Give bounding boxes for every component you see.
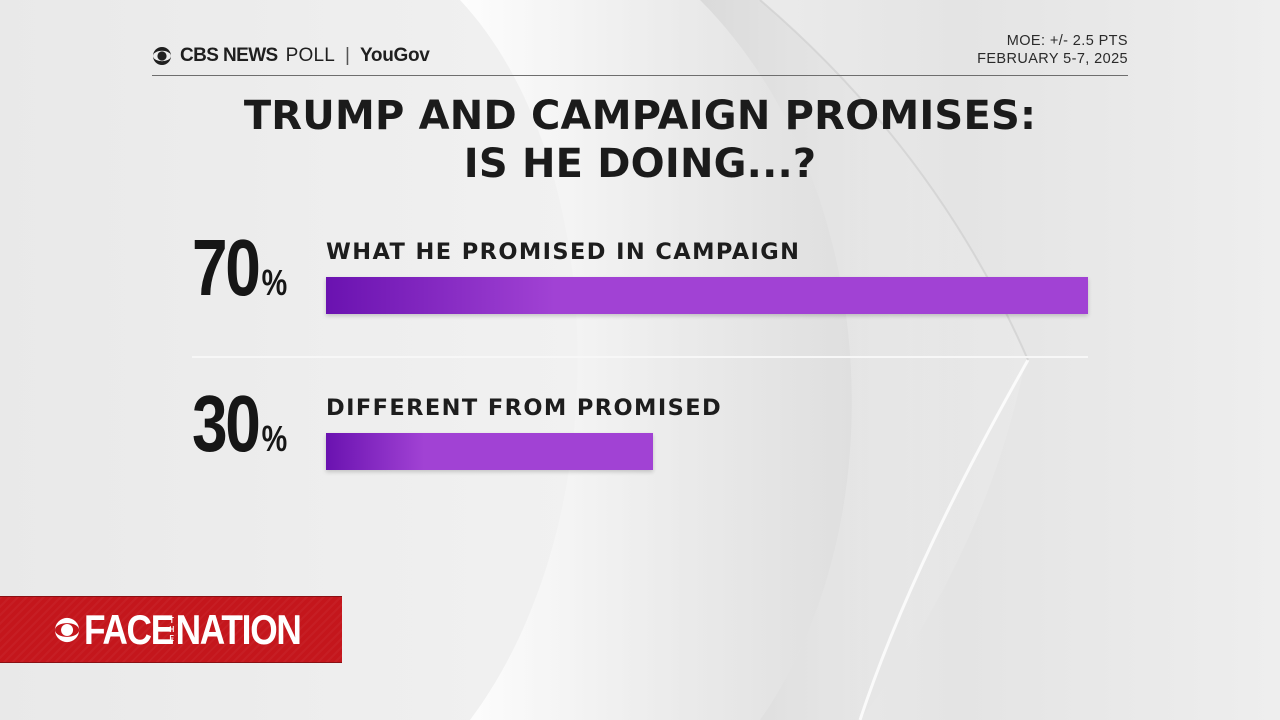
bar-different	[326, 433, 653, 470]
brand-separator: |	[345, 45, 350, 66]
logo-the-text: THE	[168, 616, 176, 643]
partner-name: YouGov	[359, 45, 430, 66]
cbs-eye-icon	[153, 47, 171, 65]
value-label-different: 30%	[192, 378, 287, 470]
logo-nation-text: NATION	[175, 605, 302, 653]
percent-sign-different: %	[261, 418, 288, 459]
face-the-nation-logo: FACE THE NATION	[0, 596, 342, 663]
poll-metadata: MOE: +/- 2.5 PTS FEBRUARY 5-7, 2025	[977, 32, 1128, 68]
value-number-promised: 70	[192, 223, 261, 312]
poll-branding: CBS NEWS POLL | YouGov	[152, 44, 430, 68]
chart-title-line2: IS HE DOING...?	[463, 141, 817, 187]
category-label-promised: WHAT HE PROMISED IN CAMPAIGN	[326, 239, 801, 265]
header-rule	[152, 75, 1128, 76]
poll-dates: FEBRUARY 5-7, 2025	[977, 51, 1128, 67]
percent-sign-promised: %	[261, 262, 288, 303]
category-label-different: DIFFERENT FROM PROMISED	[326, 395, 723, 421]
cbs-eye-icon	[54, 617, 80, 642]
margin-of-error: MOE: +/- 2.5 PTS	[1006, 33, 1128, 49]
value-label-promised: 70%	[192, 222, 287, 314]
chart-title: TRUMP AND CAMPAIGN PROMISES: IS HE DOING…	[140, 92, 1140, 188]
chart-title-line1: TRUMP AND CAMPAIGN PROMISES:	[243, 93, 1037, 139]
value-number-different: 30	[192, 379, 261, 468]
row-divider	[192, 356, 1088, 358]
logo-face-text: FACE	[84, 605, 174, 653]
poll-label: POLL	[285, 45, 335, 66]
bar-promised	[326, 277, 1088, 314]
brand-name: CBS NEWS	[180, 45, 278, 66]
